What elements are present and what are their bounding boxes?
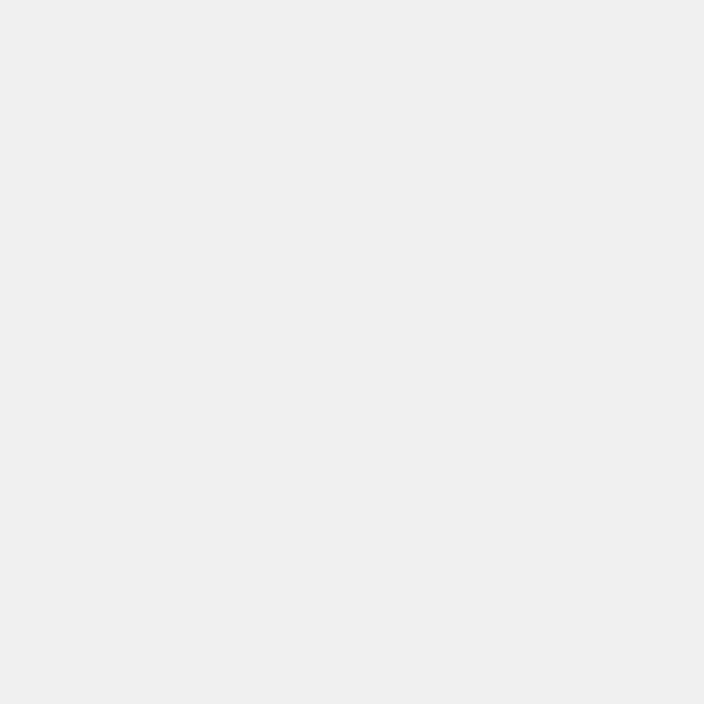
figure — [0, 0, 704, 704]
figure-background — [0, 0, 704, 704]
